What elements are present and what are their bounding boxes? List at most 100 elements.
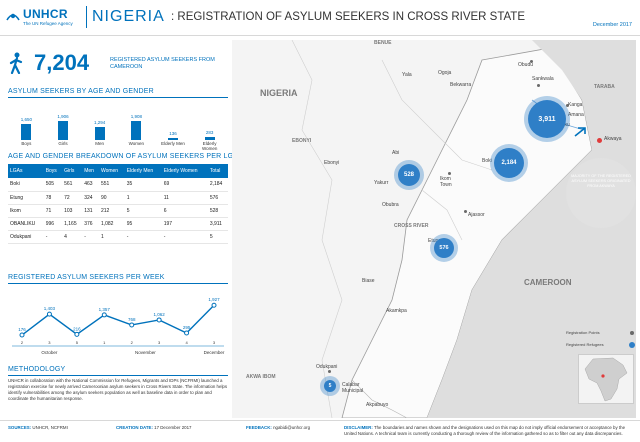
table-cell: 69 xyxy=(161,178,208,192)
header-divider xyxy=(86,6,87,28)
table-cell: Etung xyxy=(8,191,44,205)
table-cell: - xyxy=(43,230,63,244)
bubble-odukpani[interactable]: 5 xyxy=(324,380,336,392)
walking-person-icon xyxy=(9,52,23,74)
origin-point xyxy=(597,138,602,143)
region-label: CROSS RIVER xyxy=(394,223,429,229)
bubble-ikom[interactable]: 528 xyxy=(398,164,420,186)
weekly-point xyxy=(184,330,190,336)
weekly-point xyxy=(74,331,80,337)
age-bar xyxy=(21,123,32,140)
table-cell: 95 xyxy=(124,217,162,231)
age-category-label: Men xyxy=(95,141,105,146)
table-cell: OBANLIKU xyxy=(8,217,44,231)
table-cell: 551 xyxy=(98,178,125,192)
age-category-label: Girls xyxy=(58,141,68,146)
table-header-cell: Elderly Men xyxy=(124,164,162,178)
registration-point xyxy=(530,60,533,63)
table-cell: 78 xyxy=(43,191,63,205)
town-label: Abi xyxy=(392,150,400,156)
origin-note: MAJORITY OF THE REGISTERED ASYLUM SEEKER… xyxy=(566,158,636,228)
footer-creation: CREATION DATE: 17 December 2017 xyxy=(116,425,192,430)
registration-point xyxy=(328,370,331,373)
table-cell: 1,082 xyxy=(98,217,125,231)
age-value-label: 1,650 xyxy=(20,116,32,122)
week-tick-label: 5 xyxy=(76,340,79,345)
table-cell: 528 xyxy=(207,204,228,218)
town-label: Bekwarra xyxy=(450,82,472,88)
feedback-label: FEEDBACK: xyxy=(246,425,272,430)
table-cell: 324 xyxy=(82,191,99,205)
sources-label: SOURCES: xyxy=(8,425,32,430)
table-cell: 996 xyxy=(43,217,63,231)
bubble-obanliku[interactable]: 3,911 xyxy=(528,100,566,138)
report-date: December 2017 xyxy=(592,22,632,28)
weekly-point xyxy=(19,332,25,338)
table-cell: Ikom xyxy=(8,204,44,218)
town-label: Biase xyxy=(362,278,375,284)
footer-sources: SOURCES: UNHCR, NCFRMI xyxy=(8,425,68,430)
header: UNHCR The UN Refugee Agency NIGERIA : RE… xyxy=(0,0,640,36)
age-category-label: Women xyxy=(128,141,145,146)
unhcr-logo: UNHCR The UN Refugee Agency xyxy=(6,6,82,30)
week-tick-label: 4 xyxy=(185,340,188,345)
age-bar xyxy=(58,120,68,140)
methodology-text: UNHCR in collaboration with the National… xyxy=(8,378,228,401)
legend-label: Registered Refugees xyxy=(566,342,604,347)
org-name: UNHCR xyxy=(23,7,68,21)
registration-point xyxy=(448,172,451,175)
table-row: Ikom 71 103 131 212 5 6 528 xyxy=(8,204,228,218)
table-cell: 11 xyxy=(161,191,208,205)
weekly-value-label: 768 xyxy=(128,317,136,322)
table-cell: Odukpani xyxy=(8,230,44,244)
table-cell: 376 xyxy=(82,217,99,231)
table-cell: Boki xyxy=(8,178,44,192)
table-cell: - xyxy=(161,230,208,244)
feedback-link[interactable]: ngabidi@unhcr.org xyxy=(273,425,311,430)
table-header-cell: Women xyxy=(98,164,125,178)
town-label: Akamkpa xyxy=(386,308,407,314)
table-header-cell: Girls xyxy=(62,164,83,178)
table-cell: 3,911 xyxy=(207,217,228,231)
table-cell: 103 xyxy=(62,204,83,218)
registration-point xyxy=(537,84,540,87)
table-header-cell: Boys xyxy=(43,164,63,178)
footer: SOURCES: UNHCR, NCFRMI CREATION DATE: 17… xyxy=(0,420,640,442)
table-cell: 72 xyxy=(62,191,83,205)
region-label: EBONYI xyxy=(292,138,312,144)
table-cell: - xyxy=(82,230,99,244)
locator-map xyxy=(578,354,634,404)
map-legend: Registration Points Registered Refugees xyxy=(566,330,636,350)
town-label: Odukpani xyxy=(316,364,338,370)
bubble-boki[interactable]: 2,184 xyxy=(494,148,524,178)
footer-disclaimer: DISCLAIMER: The boundaries and names sho… xyxy=(344,425,632,436)
town-label: Ikom Town xyxy=(440,176,452,188)
age-category-label: Boys xyxy=(21,141,32,146)
age-gender-heading: ASYLUM SEEKERS BY AGE AND GENDER xyxy=(8,88,154,95)
table-cell: 1 xyxy=(124,191,162,205)
table-header-cell: Men xyxy=(82,164,99,178)
total-kpi: 7,204 REGISTERED ASYLUM SEEKERS FROM CAM… xyxy=(8,50,228,78)
legend-bubble-icon xyxy=(629,342,635,348)
table-row: Etung 78 72 324 90 1 11 576 xyxy=(8,191,228,205)
map-panel[interactable]: BENUE NIGERIA EBONYI CROSS RIVER CAMEROO… xyxy=(232,40,636,418)
lga-table-heading: AGE AND GENDER BREAKDOWN OF ASYLUM SEEKE… xyxy=(8,153,239,160)
table-cell: 1,165 xyxy=(62,217,83,231)
bubble-etung[interactable]: 576 xyxy=(434,238,454,258)
weekly-value-label: 1,403 xyxy=(44,306,56,311)
country-title: NIGERIA xyxy=(92,8,165,25)
weekly-point xyxy=(156,317,162,323)
region-label: BENUE xyxy=(374,40,392,46)
disclaimer-text: The boundaries and names shown and the d… xyxy=(344,425,626,436)
age-bar xyxy=(204,137,215,140)
region-label: CAMEROON xyxy=(524,278,572,287)
age-bar xyxy=(168,138,178,140)
region-label: TARABA xyxy=(594,84,615,90)
registration-point xyxy=(566,104,569,107)
table-cell: 197 xyxy=(161,217,208,231)
town-label: Ebonyi xyxy=(324,160,340,166)
age-category-label: Elderly Women xyxy=(201,141,218,151)
town-label: Amana xyxy=(568,112,584,118)
town-label: Akpabuyo xyxy=(366,402,389,408)
age-bar xyxy=(131,120,142,140)
